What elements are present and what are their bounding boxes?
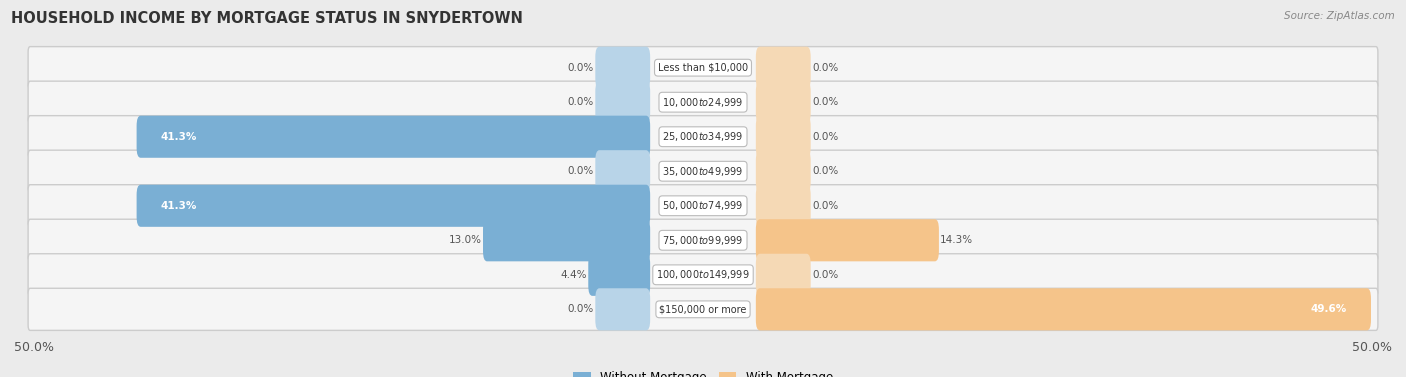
- Text: 41.3%: 41.3%: [160, 201, 197, 211]
- FancyBboxPatch shape: [28, 219, 1378, 261]
- FancyBboxPatch shape: [595, 288, 650, 330]
- FancyBboxPatch shape: [756, 81, 811, 123]
- FancyBboxPatch shape: [756, 185, 811, 227]
- Text: 0.0%: 0.0%: [813, 270, 838, 280]
- Text: $25,000 to $34,999: $25,000 to $34,999: [662, 130, 744, 143]
- Text: 0.0%: 0.0%: [813, 63, 838, 73]
- Text: Less than $10,000: Less than $10,000: [658, 63, 748, 73]
- Text: $150,000 or more: $150,000 or more: [659, 304, 747, 314]
- FancyBboxPatch shape: [28, 254, 1378, 296]
- Text: 0.0%: 0.0%: [813, 166, 838, 176]
- FancyBboxPatch shape: [28, 81, 1378, 123]
- FancyBboxPatch shape: [595, 81, 650, 123]
- Text: 0.0%: 0.0%: [568, 166, 593, 176]
- FancyBboxPatch shape: [595, 150, 650, 192]
- FancyBboxPatch shape: [484, 219, 650, 261]
- FancyBboxPatch shape: [136, 185, 650, 227]
- FancyBboxPatch shape: [28, 185, 1378, 227]
- Text: 0.0%: 0.0%: [568, 63, 593, 73]
- Text: 49.6%: 49.6%: [1310, 304, 1347, 314]
- FancyBboxPatch shape: [136, 116, 650, 158]
- Text: $10,000 to $24,999: $10,000 to $24,999: [662, 96, 744, 109]
- FancyBboxPatch shape: [756, 254, 811, 296]
- FancyBboxPatch shape: [756, 288, 1371, 330]
- FancyBboxPatch shape: [756, 47, 811, 89]
- FancyBboxPatch shape: [756, 219, 939, 261]
- Text: 0.0%: 0.0%: [813, 201, 838, 211]
- FancyBboxPatch shape: [28, 47, 1378, 89]
- Text: Source: ZipAtlas.com: Source: ZipAtlas.com: [1284, 11, 1395, 21]
- Text: $100,000 to $149,999: $100,000 to $149,999: [657, 268, 749, 281]
- Text: 4.4%: 4.4%: [561, 270, 586, 280]
- Legend: Without Mortgage, With Mortgage: Without Mortgage, With Mortgage: [568, 366, 838, 377]
- Text: 14.3%: 14.3%: [941, 235, 973, 245]
- FancyBboxPatch shape: [756, 150, 811, 192]
- FancyBboxPatch shape: [595, 47, 650, 89]
- Text: $75,000 to $99,999: $75,000 to $99,999: [662, 234, 744, 247]
- Text: 0.0%: 0.0%: [568, 97, 593, 107]
- FancyBboxPatch shape: [588, 254, 650, 296]
- FancyBboxPatch shape: [28, 116, 1378, 158]
- Text: $50,000 to $74,999: $50,000 to $74,999: [662, 199, 744, 212]
- FancyBboxPatch shape: [756, 116, 811, 158]
- Text: 41.3%: 41.3%: [160, 132, 197, 142]
- Text: 13.0%: 13.0%: [449, 235, 482, 245]
- FancyBboxPatch shape: [28, 288, 1378, 330]
- Text: 0.0%: 0.0%: [813, 97, 838, 107]
- Text: $35,000 to $49,999: $35,000 to $49,999: [662, 165, 744, 178]
- FancyBboxPatch shape: [28, 150, 1378, 192]
- Text: HOUSEHOLD INCOME BY MORTGAGE STATUS IN SNYDERTOWN: HOUSEHOLD INCOME BY MORTGAGE STATUS IN S…: [11, 11, 523, 26]
- Text: 0.0%: 0.0%: [568, 304, 593, 314]
- Text: 0.0%: 0.0%: [813, 132, 838, 142]
